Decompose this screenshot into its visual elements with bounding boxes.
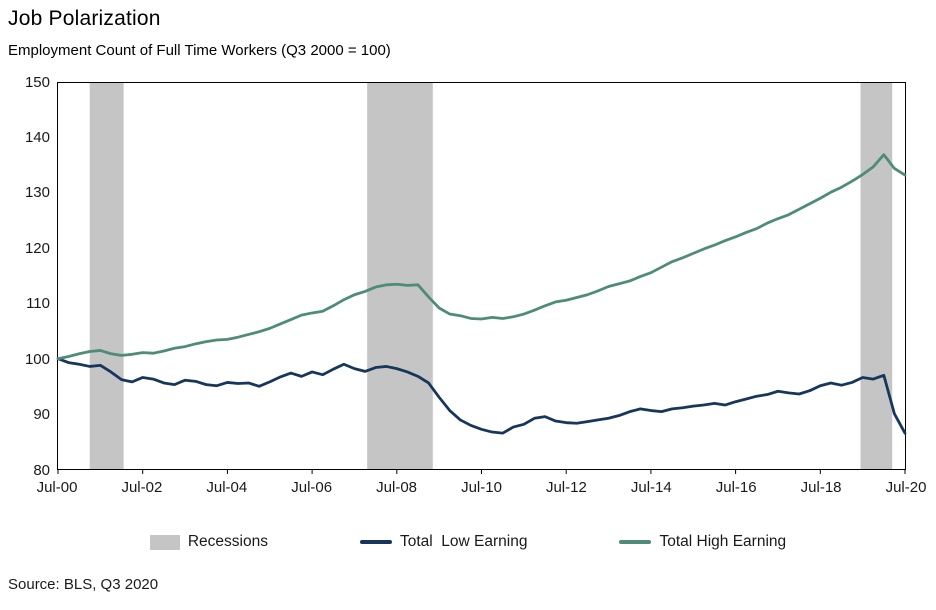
legend-item-recessions: Recessions <box>149 533 268 551</box>
high-earning-line-swatch <box>619 540 652 544</box>
y-tick-label: 130 <box>24 184 50 202</box>
x-tick-label: Jul-04 <box>206 479 248 496</box>
x-tick-label: Jul-10 <box>461 479 502 496</box>
y-tick-label: 110 <box>26 295 50 313</box>
recession-band <box>860 83 893 469</box>
recession-band <box>89 83 124 469</box>
legend-label-low-earning: Total Low Earning <box>399 533 528 550</box>
x-tick-label: Jul-18 <box>800 479 842 496</box>
page-title: Job Polarization <box>8 7 161 30</box>
x-tick-label: Jul-12 <box>545 479 587 496</box>
y-tick-label: 90 <box>33 406 50 424</box>
low-earning-line-swatch <box>359 540 392 544</box>
y-tick-label: 150 <box>24 73 50 91</box>
x-tick-label: Jul-06 <box>291 479 333 496</box>
x-tick-label: Jul-16 <box>715 479 757 496</box>
legend-item-high-earning: Total High Earning <box>619 533 786 551</box>
x-tick-label: Jul-02 <box>121 479 163 496</box>
legend-label-recessions: Recessions <box>187 533 268 550</box>
recession-band <box>367 83 433 469</box>
low-earning-series-line <box>56 357 907 435</box>
x-tick-label: Jul-20 <box>885 479 927 496</box>
chart-plot-area <box>56 82 907 474</box>
x-tick-label: Jul-00 <box>36 479 78 496</box>
recession-swatch <box>149 534 180 550</box>
x-tick-label: Jul-14 <box>630 479 672 496</box>
x-tick-label: Jul-08 <box>376 479 418 496</box>
y-tick-label: 120 <box>24 239 50 257</box>
y-tick-label: 100 <box>24 350 50 368</box>
legend: Recessions Total Low Earning Total High … <box>0 533 936 551</box>
chart-svg <box>56 83 907 474</box>
source-note: Source: BLS, Q3 2020 <box>8 576 159 593</box>
high-earning-series-line <box>56 153 907 361</box>
chart-subtitle: Employment Count of Full Time Workers (Q… <box>8 42 391 59</box>
legend-label-high-earning: Total High Earning <box>659 533 787 550</box>
y-tick-label: 80 <box>33 461 50 479</box>
legend-item-low-earning: Total Low Earning <box>359 533 528 551</box>
y-tick-label: 140 <box>24 128 50 146</box>
